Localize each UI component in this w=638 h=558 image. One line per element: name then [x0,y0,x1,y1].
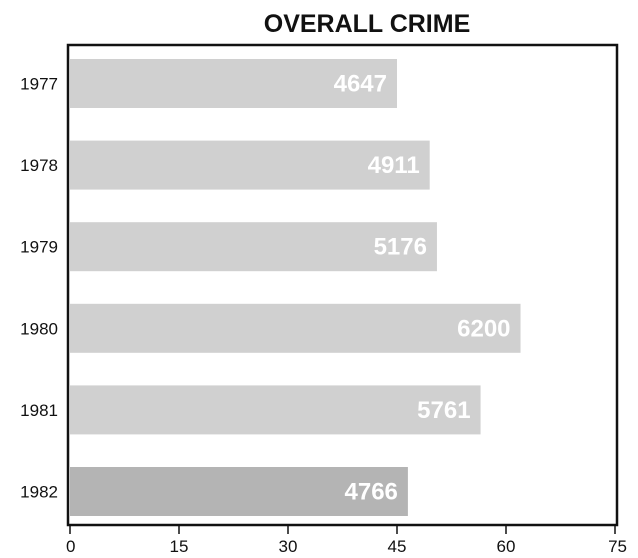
x-tick-label-30: 30 [279,537,298,556]
data-label-1980: 6200 [457,315,510,342]
bars-layer [70,59,521,516]
x-axis-ticks: 0 15 30 45 60 75 [66,525,627,556]
bar-1979 [70,222,437,272]
category-label-1981: 1981 [20,401,58,420]
category-label-1982: 1982 [20,483,58,502]
x-tick-label-45: 45 [388,537,407,556]
data-label-1981: 5761 [417,397,470,424]
x-tick-label-0: 0 [66,537,75,556]
bar-1980 [70,303,521,353]
x-tick-label-60: 60 [497,537,516,556]
data-label-1977: 4647 [334,71,387,98]
labels-layer: 4647 4911 5176 6200 5761 4766 [334,71,511,506]
category-label-1978: 1978 [20,156,58,175]
plot-frame [66,43,619,527]
data-label-1978: 4911 [368,152,420,179]
data-label-1979: 5176 [374,234,427,261]
x-tick-label-15: 15 [170,537,189,556]
category-label-1980: 1980 [20,319,58,338]
bar-1977 [70,59,397,108]
bar-1981 [70,385,481,435]
x-tick-label-75: 75 [608,537,627,556]
category-label-1979: 1979 [20,238,58,257]
data-label-1982: 4766 [345,479,398,506]
chart-title: OVERALL CRIME [264,10,471,38]
category-labels: 1977 1978 1979 1980 1981 1982 [20,75,58,502]
category-label-1977: 1977 [20,75,58,94]
bar-1982 [70,467,408,516]
bar-1978 [70,140,430,190]
